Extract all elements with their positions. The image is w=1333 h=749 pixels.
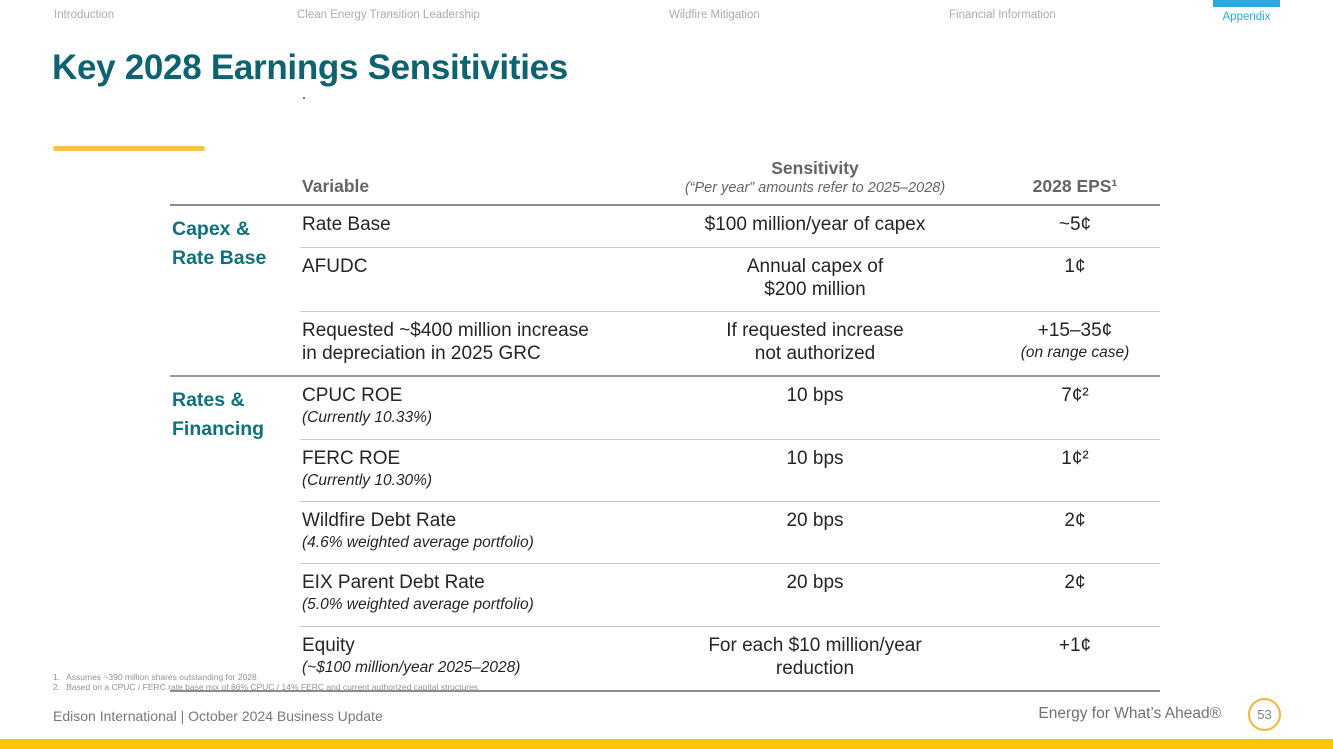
page-number: 53 <box>1257 706 1272 722</box>
variable-cell: Equity (~$100 million/year 2025–2028) <box>300 625 640 691</box>
footer-deck-title: Edison International | October 2024 Busi… <box>53 708 383 724</box>
sensitivity-text: For each $10 million/year reduction <box>708 634 922 679</box>
sensitivity-text: Annual capex of $200 million <box>746 255 884 300</box>
eps-text: ~5¢ <box>1058 214 1092 236</box>
table-row: Wildfire Debt Rate (4.6% weighted averag… <box>170 500 1160 564</box>
nav-item-appendix[interactable]: Appendix <box>1213 0 1280 25</box>
sensitivity-cell: For each $10 million/year reduction <box>640 625 990 691</box>
table-row: EIX Parent Debt Rate (5.0% weighted aver… <box>170 563 1160 626</box>
header-group-spacer <box>170 158 300 207</box>
variable-cell: CPUC ROE (Currently 10.33%) <box>300 375 640 440</box>
nav-item-introduction[interactable]: Introduction <box>54 9 115 21</box>
sensitivity-cell: Annual capex of $200 million <box>640 246 990 312</box>
table-row: Rates & Financing CPUC ROE (Currently 10… <box>170 375 1160 691</box>
table-row: FERC ROE (Currently 10.30%) 10 bps 1¢² <box>170 438 1160 502</box>
footnote-1: 1. Assumes ~390 million shares outstandi… <box>53 672 478 682</box>
nav-item-wildfire-mitigation[interactable]: Wildfire Mitigation <box>669 9 760 21</box>
nav-item-financial-information[interactable]: Financial Information <box>949 9 1056 21</box>
table-row: Equity (~$100 million/year 2025–2028) Fo… <box>170 625 1160 691</box>
variable-cell: Rate Base <box>300 205 640 247</box>
header-2028-eps: 2028 EPS¹ <box>990 158 1160 207</box>
eps-cell: 7¢² <box>990 375 1160 440</box>
active-tab-indicator <box>1213 0 1280 7</box>
sensitivity-cell: 10 bps <box>640 438 990 502</box>
eps-text: 2¢ <box>1064 509 1086 531</box>
variable-cell: EIX Parent Debt Rate (5.0% weighted aver… <box>300 563 640 626</box>
bottom-accent-bar <box>0 739 1333 749</box>
sensitivity-text: 20 bps <box>786 509 844 531</box>
title-accent-line <box>53 146 205 151</box>
group-label-capex-rate-base: Capex & Rate Base <box>172 218 267 269</box>
header-sensitivity: Sensitivity (“Per year” amounts refer to… <box>640 158 990 207</box>
eps-cell: +15–35¢ (on range case) <box>990 310 1160 377</box>
variable-note: (5.0% weighted average portfolio) <box>302 596 534 614</box>
eps-text: 1¢ <box>1064 255 1086 277</box>
variable-text: Wildfire Debt Rate <box>302 509 457 531</box>
eps-text: 7¢² <box>1061 385 1089 407</box>
variable-cell: FERC ROE (Currently 10.30%) <box>300 438 640 502</box>
footnote-2-text: Based on a CPUC / FERC rate base mix of … <box>66 682 479 692</box>
footnote-2: 2. Based on a CPUC / FERC rate base mix … <box>53 682 478 692</box>
variable-text: EIX Parent Debt Rate <box>302 572 485 594</box>
sensitivity-cell: $100 million/year of capex <box>640 205 990 247</box>
eps-cell: 1¢ <box>990 246 1160 312</box>
variable-cell: Wildfire Debt Rate (4.6% weighted averag… <box>300 500 640 564</box>
eps-cell: 2¢ <box>990 500 1160 564</box>
page-number-badge: 53 <box>1248 697 1281 731</box>
variable-text: AFUDC <box>302 255 368 277</box>
sensitivity-cell: 20 bps <box>640 500 990 564</box>
table-header-row: Variable Sensitivity (“Per year” amounts… <box>170 158 1160 207</box>
brand-tagline: Energy for What’s Ahead® <box>1038 705 1221 722</box>
footer-right: Energy for What’s Ahead® 53 <box>1038 697 1281 731</box>
group-label-rates-financing: Rates & Financing <box>170 375 300 691</box>
eps-text: 1¢² <box>1061 447 1089 469</box>
variable-text: CPUC ROE <box>302 385 403 407</box>
sensitivity-cell: 10 bps <box>640 375 990 440</box>
eps-cell: +1¢ <box>990 625 1160 691</box>
header-variable: Variable <box>300 158 640 207</box>
footnotes: 1. Assumes ~390 million shares outstandi… <box>53 672 478 692</box>
sensitivities-table: Variable Sensitivity (“Per year” amounts… <box>170 158 1160 692</box>
nav-item-clean-energy[interactable]: Clean Energy Transition Leadership <box>297 9 480 21</box>
eps-text: +1¢ <box>1058 634 1092 656</box>
table-row: Requested ~$400 million increase in depr… <box>170 310 1160 377</box>
sensitivity-cell: 20 bps <box>640 563 990 626</box>
eps-text: 2¢ <box>1064 572 1086 594</box>
sensitivity-text: 10 bps <box>786 447 844 469</box>
sensitivity-text: 10 bps <box>786 385 844 407</box>
eps-text: +15–35¢ <box>1037 319 1113 341</box>
variable-note: (Currently 10.30%) <box>302 471 433 489</box>
footnote-2-number: 2. <box>53 682 61 692</box>
nav-item-appendix-label: Appendix <box>1222 11 1271 23</box>
sensitivity-text: $100 million/year of capex <box>704 214 926 236</box>
eps-note: (on range case) <box>1020 344 1130 362</box>
header-sensitivity-title: Sensitivity <box>771 158 859 178</box>
variable-note: (4.6% weighted average portfolio) <box>302 534 534 552</box>
variable-note: (Currently 10.33%) <box>302 409 433 427</box>
stray-period <box>303 97 305 99</box>
sensitivity-text: If requested increase not authorized <box>726 319 904 365</box>
sensitivity-cell: If requested increase not authorized <box>640 310 990 377</box>
header-sensitivity-note: (“Per year” amounts refer to 2025–2028) <box>684 180 946 196</box>
eps-cell: 1¢² <box>990 438 1160 502</box>
variable-text: FERC ROE <box>302 447 401 469</box>
variable-text: Rate Base <box>302 214 391 236</box>
table-row: AFUDC Annual capex of $200 million 1¢ <box>170 246 1160 312</box>
eps-cell: ~5¢ <box>990 205 1160 247</box>
variable-cell: Requested ~$400 million increase in depr… <box>300 310 640 377</box>
footnote-1-text: Assumes ~390 million shares outstanding … <box>66 672 257 682</box>
variable-text: Equity <box>302 634 355 656</box>
sensitivity-text: 20 bps <box>786 572 844 594</box>
variable-text: Requested ~$400 million increase in depr… <box>302 319 589 365</box>
variable-cell: AFUDC <box>300 246 640 312</box>
eps-cell: 2¢ <box>990 563 1160 626</box>
page-title: Key 2028 Earnings Sensitivities <box>52 48 568 87</box>
variable-note: (~$100 million/year 2025–2028) <box>302 658 521 676</box>
table-row: Capex & Rate Base Rate Base $100 million… <box>170 205 1160 268</box>
footnote-1-number: 1. <box>53 672 61 682</box>
